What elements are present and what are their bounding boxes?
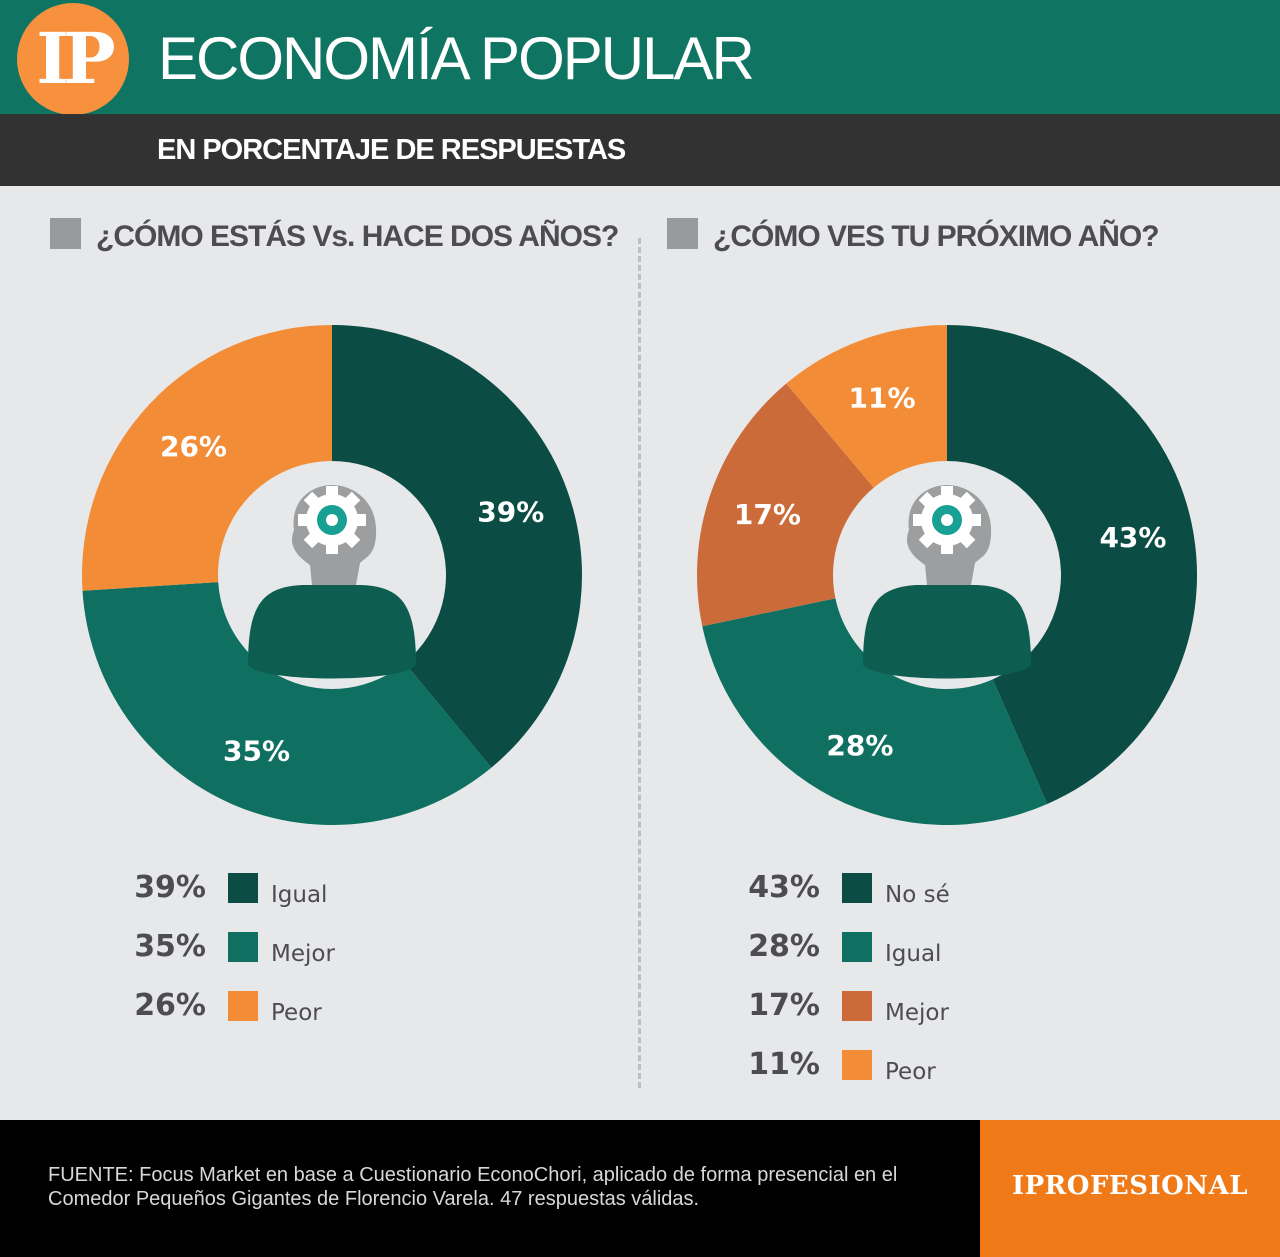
chart1-data-label-0: 39% (477, 496, 544, 529)
question-2-marker (667, 218, 698, 249)
body-icon (863, 585, 1031, 679)
chart1-slice-2 (82, 325, 332, 591)
chart1-slice-1 (82, 582, 492, 825)
chart2-data-label-3: 11% (849, 381, 916, 414)
chart1-legend-label-2: Peor (271, 1000, 322, 1026)
chart1-data-label-2: 26% (160, 430, 227, 463)
chart1-legend-label-0: Igual (271, 882, 328, 908)
chart2-slice-0 (947, 325, 1198, 805)
chart1-data-label-1: 35% (223, 734, 290, 767)
chart2-data-label-1: 28% (826, 729, 893, 762)
gear-center (941, 514, 953, 526)
chart2-legend-value-2: 17% (748, 988, 820, 1023)
chart2-slice-1 (702, 598, 1048, 826)
chart1-legend-value-1: 35% (134, 929, 206, 964)
chart2-slice-3 (786, 325, 947, 488)
chart2-legend-swatch-1 (842, 932, 872, 962)
chart2-data-label-2: 17% (734, 498, 801, 531)
chart1-person-icon (248, 485, 416, 679)
header-bar (0, 0, 1280, 114)
brand-logo: IPROFESIONAL (1011, 1171, 1249, 1201)
chart2-legend-label-2: Mejor (885, 1000, 949, 1026)
chart2-legend-swatch-2 (842, 991, 872, 1021)
footer-bar (0, 1120, 980, 1257)
chart2-data-label-0: 43% (1099, 521, 1166, 554)
chart1-slice-0 (332, 325, 583, 768)
chart1-legend-label-1: Mejor (271, 941, 335, 967)
page-subtitle: EN PORCENTAJE DE RESPUESTAS (157, 134, 626, 166)
chart2-legend-swatch-0 (842, 873, 872, 903)
chart1-legend-swatch-1 (228, 932, 258, 962)
chart1-legend-swatch-2 (228, 991, 258, 1021)
brand-box (980, 1120, 1280, 1257)
chart2-legend-swatch-3 (842, 1050, 872, 1080)
donut-charts: 39% 35% 26% 43% 28% 17% 11% (82, 325, 1198, 826)
chart1-legend-value-0: 39% (134, 870, 206, 905)
chart2-legend-label-0: No sé (885, 882, 950, 908)
gear-center (326, 514, 338, 526)
chart2-legend-label-3: Peor (885, 1059, 936, 1085)
question-1-marker (50, 218, 81, 249)
chart1-legend-swatch-0 (228, 873, 258, 903)
chart2-legend-value-1: 28% (748, 929, 820, 964)
body-icon (248, 585, 416, 679)
column-divider (638, 238, 641, 1088)
chart2-legend-label-1: Igual (885, 941, 942, 967)
chart2-person-icon (863, 485, 1031, 679)
ip-logo: IP (17, 3, 129, 115)
question-2-title: ¿CÓMO VES TU PRÓXIMO AÑO? (713, 220, 1160, 253)
page-title: ECONOMÍA POPULAR (158, 25, 755, 92)
source-note: FUENTE: Focus Market en base a Cuestiona… (48, 1164, 898, 1210)
subtitle-bar (0, 114, 1280, 186)
chart1-legend-value-2: 26% (134, 988, 206, 1023)
chart2-legend-value-0: 43% (748, 870, 820, 905)
chart2-slice-2 (697, 383, 874, 627)
question-1-title: ¿CÓMO ESTÁS Vs. HACE DOS AÑOS? (96, 220, 619, 253)
chart2-legend-value-3: 11% (748, 1047, 820, 1082)
